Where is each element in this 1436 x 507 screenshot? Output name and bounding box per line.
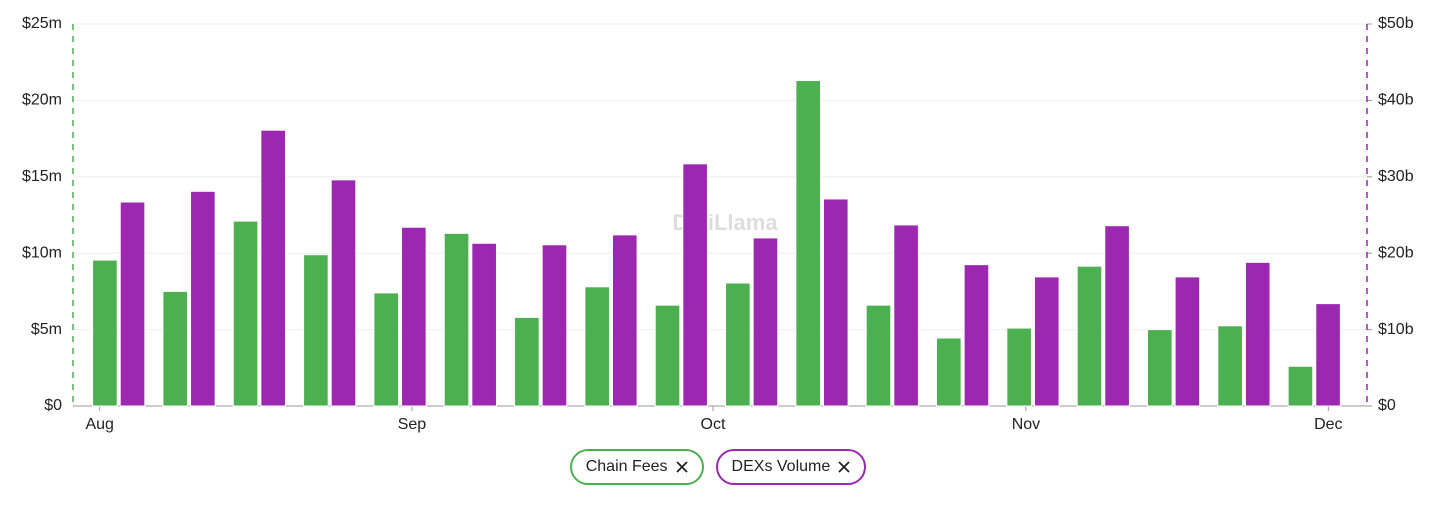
bar (401, 226, 427, 407)
bar (303, 254, 329, 407)
bar (514, 316, 540, 407)
bar (1217, 325, 1243, 407)
y-tick-label: $5m (31, 321, 62, 338)
bar (260, 129, 286, 407)
y2-tick-label: $20b (1378, 244, 1414, 261)
bar (1076, 265, 1103, 407)
bar (1315, 303, 1341, 407)
y2-tick-label: $50b (1378, 15, 1414, 32)
y2-tick-label: $40b (1378, 92, 1414, 109)
bar (654, 304, 681, 407)
legend-label: DEXs Volume (731, 458, 831, 475)
y-tick-label: $25m (22, 15, 62, 32)
bar (611, 234, 638, 407)
bar (936, 337, 962, 407)
y-tick-label: $20m (22, 92, 62, 109)
bar (822, 198, 849, 407)
bar (1244, 261, 1271, 407)
legend: Chain Fees DEXs Volume (0, 449, 1436, 485)
x-tick-label: Dec (1314, 416, 1342, 433)
x-tick-label: Aug (85, 416, 113, 433)
legend-label: Chain Fees (585, 458, 668, 475)
bar (330, 179, 357, 407)
y2-tick-label: $30b (1378, 168, 1414, 185)
bar (443, 232, 470, 407)
bar (162, 290, 189, 407)
bar (795, 80, 821, 407)
x-tick-label: Nov (1012, 416, 1040, 433)
x-tick-label: Sep (398, 416, 427, 433)
remove-icon[interactable] (838, 461, 850, 473)
bar (119, 201, 146, 407)
bar (1033, 276, 1060, 407)
bar (682, 163, 708, 407)
bar (92, 259, 118, 407)
bar (190, 190, 216, 407)
bar (373, 292, 400, 407)
y2-tick-label: $0 (1378, 397, 1396, 414)
y-tick-label: $0 (44, 397, 62, 414)
bar (725, 282, 751, 407)
bar (232, 220, 259, 407)
y-tick-label: $10m (22, 244, 62, 261)
chart: DefiLlama $0$5m$10m$15m$20m$25m$0$10b$20… (22, 15, 1414, 433)
bar (1006, 327, 1032, 407)
bar (752, 237, 779, 407)
y2-tick-label: $10b (1378, 321, 1414, 338)
remove-icon[interactable] (675, 461, 688, 473)
bar (1174, 276, 1201, 407)
legend-item[interactable]: DEXs Volume (715, 449, 867, 485)
bar (541, 244, 568, 407)
bar (584, 286, 610, 407)
legend-item[interactable]: Chain Fees (569, 449, 704, 485)
bar (963, 264, 990, 407)
bar (471, 242, 497, 407)
bar (1287, 365, 1314, 407)
x-tick-label: Oct (701, 416, 726, 433)
y-tick-label: $15m (22, 168, 62, 185)
bar (1146, 329, 1173, 407)
bar (865, 304, 892, 407)
bar (893, 224, 919, 407)
bar (1104, 225, 1130, 407)
